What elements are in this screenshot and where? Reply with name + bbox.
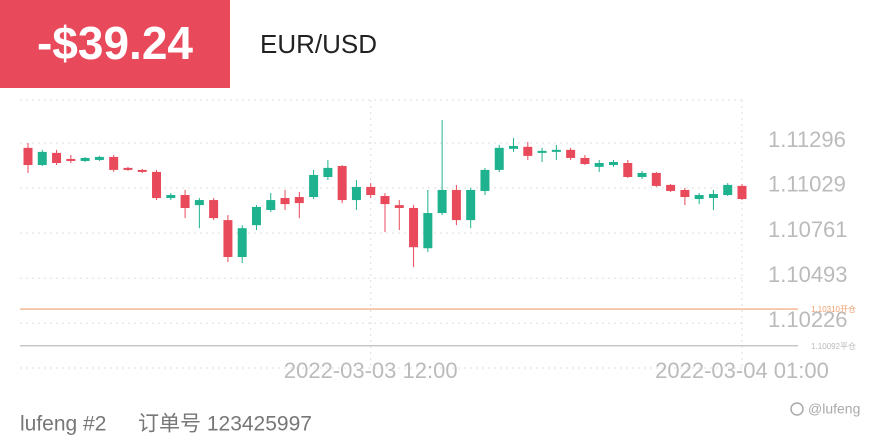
candle-body: [323, 167, 333, 177]
candle-body: [180, 195, 190, 208]
candle-body: [423, 213, 433, 249]
candle-body: [694, 195, 704, 200]
candle-body: [480, 169, 490, 191]
candle-body: [351, 186, 361, 201]
candle-body: [523, 146, 533, 156]
x-tick-label: 2022-03-04 01:00: [655, 358, 829, 383]
candle-body: [251, 206, 261, 226]
candle-body: [94, 156, 104, 160]
price-line-label: 1.10310开仓: [811, 304, 856, 314]
candle-body: [380, 196, 390, 205]
candle-body: [637, 172, 647, 177]
watermark: @lufeng: [808, 401, 860, 417]
candle-body: [52, 152, 62, 163]
candle-body: [437, 189, 447, 214]
candle-body: [209, 200, 219, 219]
y-tick-label: 1.10761: [768, 217, 848, 242]
candle-body: [280, 198, 290, 205]
candles: [23, 119, 747, 268]
candle-body: [80, 157, 90, 161]
candle-body: [37, 151, 47, 166]
candle-body: [66, 158, 76, 161]
candle-body: [294, 197, 304, 204]
candle-body: [494, 147, 504, 170]
candle-body: [594, 162, 604, 167]
candle-body: [309, 174, 319, 198]
candle-body: [580, 157, 590, 165]
candle-body: [509, 145, 519, 149]
candle-body: [666, 184, 676, 191]
candle-body: [723, 184, 733, 196]
candle-body: [337, 166, 347, 201]
candle-body: [708, 193, 718, 199]
candle-body: [651, 172, 661, 186]
candle-body: [394, 205, 404, 208]
candle-body: [623, 162, 633, 177]
candle-body: [551, 149, 561, 152]
candle-body: [680, 189, 690, 198]
order-number: 订单号 123425997: [138, 413, 312, 436]
y-tick-label: 1.11029: [768, 172, 846, 197]
price-line-label: 1.10092平仓: [811, 341, 856, 351]
candle-body: [537, 150, 547, 153]
candle-body: [194, 200, 204, 206]
x-tick-label: 2022-03-03 12:00: [284, 358, 458, 383]
candle-body: [737, 185, 747, 200]
symbol: EUR/USD: [260, 29, 377, 59]
candle-body: [451, 189, 461, 221]
candle-body: [109, 156, 119, 170]
candle-body: [566, 149, 576, 158]
candle-body: [608, 161, 618, 166]
y-tick-label: 1.11296: [768, 127, 846, 152]
candle-body: [366, 186, 376, 196]
watermark-icon: [790, 402, 804, 416]
y-tick-label: 1.10493: [768, 262, 848, 287]
y-tick-label: 1.10226: [768, 307, 848, 332]
pnl-badge: [0, 0, 230, 88]
candle-body: [466, 189, 476, 221]
candle-body: [237, 228, 247, 257]
candle-body: [409, 207, 419, 248]
candle-body: [23, 147, 33, 166]
pnl: -$39.24: [37, 17, 193, 69]
candle-body: [123, 167, 133, 170]
candle-body: [166, 195, 176, 199]
candle-body: [223, 220, 233, 257]
candle-body: [266, 200, 276, 210]
candle-body: [152, 171, 162, 199]
candle-body: [137, 169, 147, 172]
account: lufeng #2: [20, 413, 106, 436]
grid: 1.11296 1.11029 1.10761 1.10493 1.10226 2022-…: [20, 100, 856, 383]
